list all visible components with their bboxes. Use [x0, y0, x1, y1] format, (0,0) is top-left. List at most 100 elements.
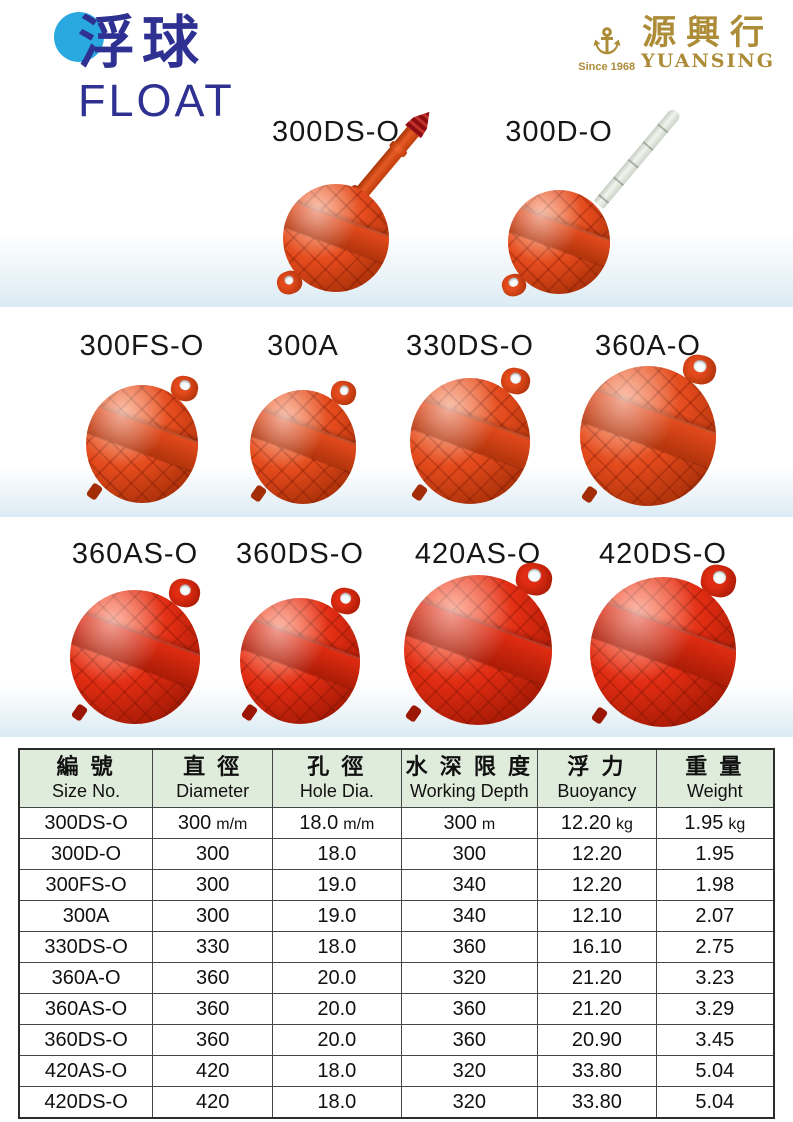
product-label: 360AS-O: [71, 538, 199, 570]
product-360as-o: 360AS-O: [70, 538, 203, 726]
spec-table-zone: 編 號 Size No. 直 徑 Diameter 孔 徑 Hole Dia. 水 深…: [0, 737, 793, 1119]
section-header: 浮球 FLOAT Since 1968 源興行 YUANSING 300DS-O: [0, 0, 793, 307]
product-300fs-o: 300FS-O: [80, 330, 203, 505]
unit-label: kg: [615, 815, 633, 833]
title-accent-circle: [54, 12, 104, 62]
cell-size-no: 300A: [18, 900, 154, 932]
product-360a-o: 360A-O: [580, 330, 719, 508]
section-floats-row3: 360AS-O 360DS-O: [0, 520, 793, 737]
table-row: 330DS-O 330 18.0 360 16.10 2.75: [18, 931, 775, 963]
product-300a: 300A: [249, 330, 359, 505]
cell-size-no: 300DS-O: [18, 807, 154, 839]
cell-weight: 2.07: [655, 900, 775, 932]
brand-since-text: Since 1968: [578, 60, 636, 73]
cell-working-depth: 320: [400, 1086, 539, 1119]
product-label: 300A: [267, 330, 339, 362]
cell-diameter: 420: [152, 1055, 274, 1087]
anchor-icon: [593, 27, 621, 55]
cell-diameter: 300: [152, 900, 274, 932]
table-header-row: 編 號 Size No. 直 徑 Diameter 孔 徑 Hole Dia. 水 深…: [18, 748, 775, 808]
cell-weight: 1.95 kg: [655, 807, 775, 839]
cell-buoyancy: 12.20: [537, 838, 657, 870]
float-gloss: [404, 575, 552, 725]
cell-hole-dia: 18.0: [272, 838, 402, 870]
cell-buoyancy: 16.10: [537, 931, 657, 963]
cell-hole-dia: 18.0: [272, 1055, 402, 1087]
cell-working-depth: 360: [400, 1024, 539, 1056]
col-header-zh: 直 徑: [183, 754, 243, 779]
col-header-zh: 水 深 限 度: [405, 754, 533, 779]
float-ball: [273, 184, 389, 298]
cell-weight: 3.23: [655, 962, 775, 994]
cell-working-depth: 340: [400, 900, 539, 932]
col-header-hole-dia: 孔 徑 Hole Dia.: [272, 748, 402, 808]
float-gloss: [70, 590, 200, 724]
cell-hole-dia: 19.0: [272, 900, 402, 932]
col-header-en: Buoyancy: [557, 781, 637, 802]
brand-name-english: YUANSING: [641, 50, 775, 72]
product-label: 330DS-O: [406, 330, 534, 362]
table-row: 300A 300 19.0 340 12.10 2.07: [18, 900, 775, 932]
cell-hole-dia: 20.0: [272, 962, 402, 994]
cell-working-depth: 320: [400, 1055, 539, 1087]
cell-buoyancy: 21.20: [537, 962, 657, 994]
cell-size-no: 420AS-O: [18, 1055, 154, 1087]
float-ball: [590, 561, 739, 727]
float-shell: [404, 575, 552, 725]
product-label: 420DS-O: [599, 538, 727, 570]
col-header-en: Size No.: [52, 781, 121, 802]
table-row: 420AS-O 420 18.0 320 33.80 5.04: [18, 1055, 775, 1087]
cell-working-depth: 340: [400, 869, 539, 901]
cell-diameter: 300: [152, 869, 274, 901]
product-420ds-o: 420DS-O: [590, 538, 739, 728]
cell-diameter: 360: [152, 993, 274, 1025]
float-light-tip: [405, 105, 438, 138]
cell-diameter: 360: [152, 962, 274, 994]
spec-table: 編 號 Size No. 直 徑 Diameter 孔 徑 Hole Dia. 水 深…: [18, 748, 775, 1119]
page-title-chinese: 浮球: [78, 11, 206, 75]
cell-weight: 3.45: [655, 1024, 775, 1056]
cell-working-depth: 360: [400, 993, 539, 1025]
unit-label: kg: [728, 815, 746, 833]
cell-size-no: 300FS-O: [18, 869, 154, 901]
cell-size-no: 300D-O: [18, 838, 154, 870]
product-label: 300D-O: [505, 116, 613, 148]
col-header-en: Hole Dia.: [299, 781, 374, 802]
cell-buoyancy: 33.80: [537, 1086, 657, 1119]
float-shell: [86, 385, 198, 503]
cell-size-no: 360AS-O: [18, 993, 154, 1025]
col-header-en: Weight: [686, 781, 743, 802]
col-header-buoyancy: 浮 力 Buoyancy: [537, 748, 657, 808]
float-ball: [240, 585, 363, 724]
col-header-en: Working Depth: [409, 781, 529, 802]
float-shell: [283, 184, 389, 292]
float-gloss: [250, 390, 356, 504]
brand-name-block: 源興行 YUANSING: [641, 16, 775, 73]
table-row: 300DS-O 300 m/m 18.0 m/m 300 m 12.20 kg 1.95…: [18, 807, 775, 839]
float-shell: [250, 390, 356, 504]
cell-buoyancy: 12.20: [537, 869, 657, 901]
product-360ds-o: 360DS-O: [236, 538, 363, 726]
float-ball: [249, 378, 359, 504]
float-shell: [590, 577, 736, 727]
unit-label: m/m: [216, 815, 248, 833]
brand-anchor-block: Since 1968: [578, 25, 635, 73]
unit-label: m/m: [343, 815, 375, 833]
cell-hole-dia: 18.0: [272, 931, 402, 963]
product-label: 300FS-O: [79, 330, 205, 362]
float-shell: [580, 366, 716, 506]
cell-working-depth: 360: [400, 931, 539, 963]
col-header-zh: 重 量: [685, 754, 745, 779]
product-300ds-o: 300DS-O: [272, 116, 389, 306]
cell-diameter: 420: [152, 1086, 274, 1119]
col-header-zh: 孔 徑: [307, 754, 367, 779]
float-gloss: [283, 184, 389, 292]
cell-weight: 1.98: [655, 869, 775, 901]
table-row: 300D-O 300 18.0 300 12.20 1.95: [18, 838, 775, 870]
cell-hole-dia: 18.0 m/m: [272, 807, 402, 839]
cell-hole-dia: 20.0: [272, 1024, 402, 1056]
brand-name-chinese: 源興行: [642, 13, 775, 53]
cell-diameter: 360: [152, 1024, 274, 1056]
product-330ds-o: 330DS-O: [406, 330, 533, 505]
float-ball: [499, 190, 610, 300]
